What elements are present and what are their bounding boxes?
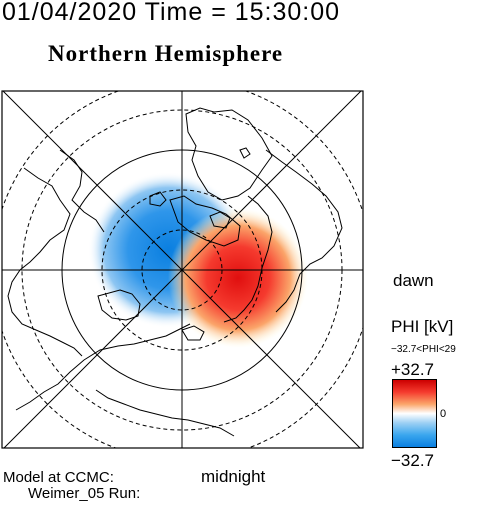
- meridian-diagonal-2: [3, 91, 362, 448]
- run-label: Weimer_05 Run:: [28, 485, 141, 502]
- model-label: Model at CCMC:: [3, 469, 114, 486]
- colorbar-title: PHI [kV]: [391, 317, 454, 336]
- canadian-archipelago: [169, 195, 241, 247]
- north-america-coast: [265, 149, 343, 313]
- meridian-diagonal-1: [2, 91, 361, 448]
- meridian-lines: [2, 91, 363, 448]
- asia-coast-2: [97, 289, 141, 321]
- plot-title: Northern Hemisphere: [48, 41, 284, 66]
- colorbar-min-label: −32.7: [391, 451, 435, 470]
- map-frame: [1, 90, 364, 449]
- colorbar-max-label: +32.7: [391, 360, 435, 379]
- greenland-coast: [185, 107, 273, 201]
- asia-coast: [15, 323, 191, 411]
- island-4: [239, 147, 251, 159]
- colorbar-zero-label: 0: [440, 408, 447, 420]
- island-3: [149, 191, 167, 207]
- positive-potential-cell: [168, 208, 308, 348]
- scandinavia-coast: [59, 149, 105, 233]
- island-1: [209, 211, 231, 229]
- colorbar-range: −32.7<PHI<29: [391, 345, 456, 355]
- timestamp: 01/04/2020 Time = 15:30:00: [2, 0, 341, 26]
- island-2: [181, 325, 205, 341]
- midnight-label: midnight: [201, 467, 266, 486]
- dawn-label: dawn: [393, 271, 434, 290]
- colorbar: [392, 379, 437, 448]
- north-pacific-coast: [95, 389, 235, 437]
